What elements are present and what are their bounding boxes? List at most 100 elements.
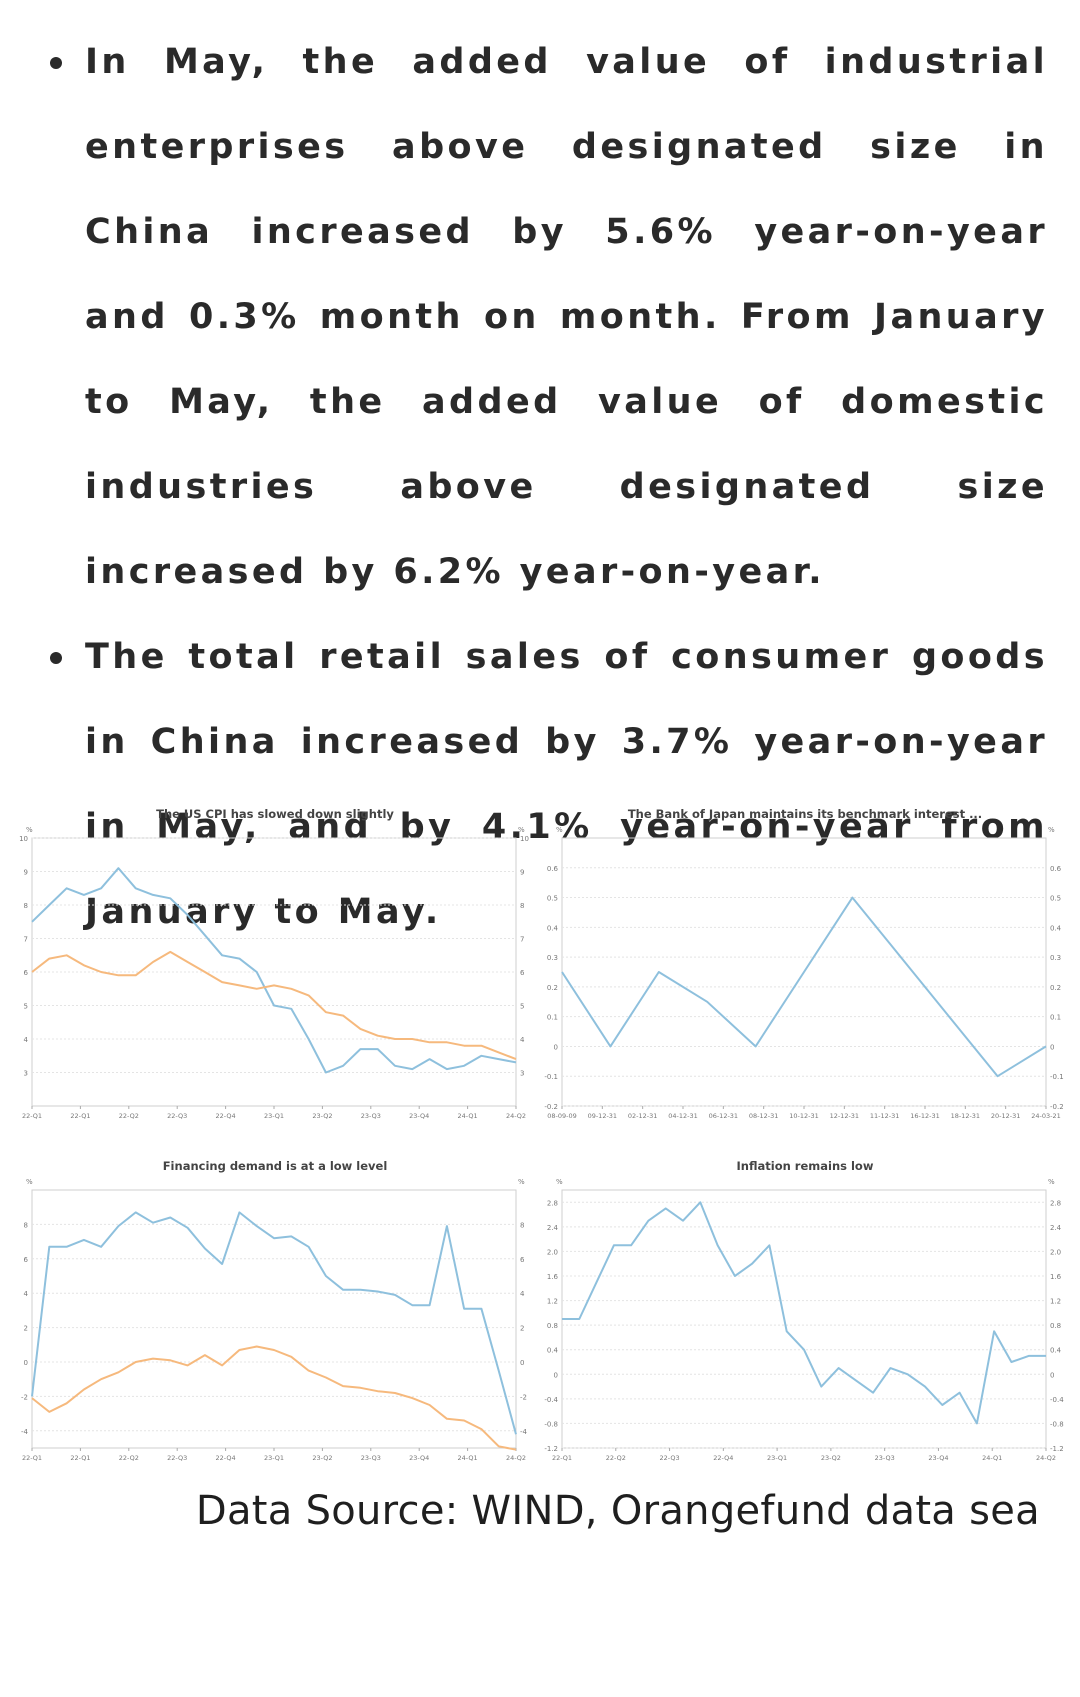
chart-svg: Inflation remains low -1.2 -1.2 -0.8 -0.8 -0.…	[544, 1159, 1064, 1462]
x-tick-label: 20-12-31	[991, 1112, 1021, 1120]
bullet-dot	[50, 652, 62, 664]
x-tick-label: 12-12-31	[830, 1112, 860, 1120]
chart-title: The US CPI has slowed down slightly	[156, 807, 394, 821]
x-tick-label: 23-Q2	[312, 1454, 332, 1462]
x-tick-label: 10-12-31	[789, 1112, 819, 1120]
y-unit-mark: %	[1048, 826, 1055, 834]
y-tick-label: 0.4	[547, 924, 559, 932]
x-tick-label: 24-Q1	[458, 1112, 478, 1120]
y-tick-label-right: 0.4	[1050, 924, 1062, 932]
x-tick-label: 22-Q1	[552, 1454, 572, 1462]
y-tick-label: 0.5	[547, 895, 558, 903]
x-tick-label: 22-Q3	[660, 1454, 680, 1462]
x-tick-label: 22-Q1	[70, 1454, 90, 1462]
bullet-list: In May, the added value of industrial en…	[48, 20, 1048, 955]
y-tick-label: 0	[24, 1359, 28, 1367]
y-tick-label-right: 8	[520, 1221, 524, 1229]
chart-title: The Bank of Japan maintains its benchmar…	[628, 807, 982, 821]
x-tick-label: 23-Q2	[821, 1454, 841, 1462]
chart-svg: Financing demand is at a low level -4 -4 -2…	[21, 1159, 528, 1462]
y-tick-label: 8	[24, 1221, 28, 1229]
series-line-2	[31, 1345, 517, 1451]
y-tick-label-right: 0.4	[1050, 1347, 1062, 1355]
y-tick-label: 10	[19, 835, 28, 843]
series-line-1	[31, 867, 517, 1074]
y-tick-label: -0.8	[544, 1420, 558, 1428]
y-tick-label: 4	[24, 1036, 29, 1044]
x-tick-label: 08-12-31	[749, 1112, 779, 1120]
x-tick-label: 23-Q2	[312, 1112, 332, 1120]
x-tick-label: 22-Q3	[167, 1454, 187, 1462]
inflation-chart: Inflation remains low -1.2 -1.2 -0.8 -0.8 -0.…	[540, 1152, 1070, 1482]
x-tick-label: 24-Q2	[506, 1454, 526, 1462]
bullet-item: In May, the added value of industrial en…	[48, 20, 1048, 615]
y-tick-label-right: 9	[520, 869, 524, 877]
us-cpi-chart: The US CPI has slowed down slightly 3 3 4 4 5…	[10, 800, 540, 1140]
y-tick-label-right: 0.6	[1050, 865, 1062, 873]
x-tick-label: 11-12-31	[870, 1112, 900, 1120]
y-tick-label-right: 4	[520, 1036, 525, 1044]
series-line-1	[562, 1201, 1046, 1425]
y-tick-label-right: -0.4	[1050, 1396, 1064, 1404]
y-tick-label: 6	[24, 969, 29, 977]
y-tick-label-right: 8	[520, 902, 524, 910]
chart-svg: The Bank of Japan maintains its benchmar…	[544, 807, 1064, 1120]
y-tick-label-right: 7	[520, 936, 524, 944]
y-tick-label: 1.2	[547, 1298, 558, 1306]
x-tick-label: 23-Q1	[264, 1454, 284, 1462]
y-tick-label: 0.2	[547, 984, 558, 992]
y-tick-label: 5	[24, 1003, 28, 1011]
x-tick-label: 23-Q4	[409, 1454, 429, 1462]
y-tick-label-right: -0.2	[1050, 1103, 1064, 1111]
x-tick-label: 18-12-31	[951, 1112, 981, 1120]
x-tick-label: 23-Q1	[264, 1112, 284, 1120]
chart-title: Inflation remains low	[737, 1159, 874, 1173]
y-tick-label-right: 0.2	[1050, 984, 1061, 992]
x-tick-label: 22-Q4	[216, 1112, 236, 1120]
y-tick-label: -4	[21, 1428, 29, 1436]
y-tick-label-right: 0.3	[1050, 954, 1061, 962]
y-tick-label: -0.4	[544, 1396, 558, 1404]
y-tick-label-right: -2	[520, 1393, 527, 1401]
y-tick-label-right: -0.1	[1050, 1073, 1064, 1081]
x-tick-label: 22-Q2	[119, 1454, 139, 1462]
y-tick-label-right: 0.5	[1050, 895, 1061, 903]
y-tick-label: 0.1	[547, 1014, 558, 1022]
x-tick-label: 23-Q3	[875, 1454, 895, 1462]
y-tick-label: 0	[554, 1371, 558, 1379]
y-tick-label: 3	[24, 1070, 28, 1078]
y-unit-mark: %	[1048, 1178, 1055, 1186]
y-unit-mark: %	[518, 826, 525, 834]
bullet-text: The total retail sales of consumer goods…	[85, 637, 1048, 932]
plot-frame	[31, 1189, 517, 1449]
chart-title: Financing demand is at a low level	[163, 1159, 388, 1173]
y-tick-label: 8	[24, 902, 28, 910]
y-tick-label: 1.6	[547, 1273, 559, 1281]
y-unit-mark: %	[26, 1178, 33, 1186]
x-tick-label: 23-Q4	[928, 1454, 948, 1462]
bullet-text: In May, the added value of industrial en…	[85, 42, 1048, 592]
x-tick-label: 23-Q1	[767, 1454, 787, 1462]
series-line-1	[561, 896, 1047, 1078]
y-tick-label: 9	[24, 869, 28, 877]
x-tick-label: 22-Q2	[119, 1112, 139, 1120]
boj-rate-chart: The Bank of Japan maintains its benchmar…	[540, 800, 1070, 1140]
y-tick-label-right: -4	[520, 1428, 528, 1436]
y-tick-label-right: 2.0	[1050, 1248, 1061, 1256]
y-tick-label-right: 5	[520, 1003, 524, 1011]
x-tick-label: 22-Q1	[70, 1112, 90, 1120]
y-tick-label: 0.3	[547, 954, 558, 962]
y-tick-label: 2.8	[547, 1199, 558, 1207]
y-unit-mark: %	[556, 826, 563, 834]
y-tick-label-right: -0.8	[1050, 1420, 1064, 1428]
x-tick-label: 06-12-31	[709, 1112, 739, 1120]
y-tick-label: -2	[21, 1393, 28, 1401]
plot-frame	[561, 1189, 1047, 1449]
y-tick-label: -0.1	[544, 1073, 558, 1081]
y-tick-label-right: 2	[520, 1325, 524, 1333]
x-tick-label: 24-Q2	[506, 1112, 526, 1120]
y-unit-mark: %	[26, 826, 33, 834]
financing-demand-chart: Financing demand is at a low level -4 -4 -2…	[10, 1152, 540, 1482]
x-tick-label: 24-Q1	[458, 1454, 478, 1462]
y-tick-label-right: 3	[520, 1070, 524, 1078]
